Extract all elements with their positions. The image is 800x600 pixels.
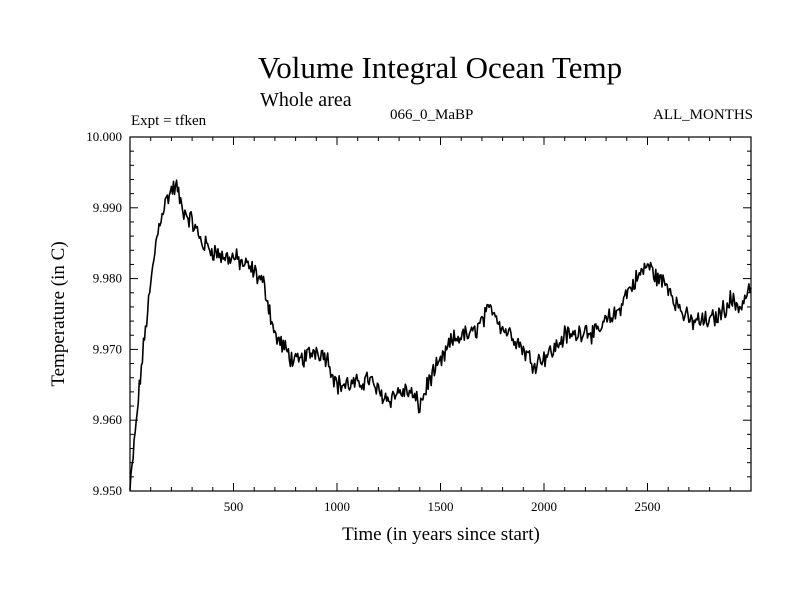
experiment-label: Expt = tfken xyxy=(131,113,207,129)
x-tick-label: 2500 xyxy=(635,499,661,514)
plot-frame xyxy=(129,136,752,492)
x-tick-label: 2000 xyxy=(531,499,557,514)
run-label: 066_0_MaBP xyxy=(390,107,474,123)
x-axis-label: Time (in years since start) xyxy=(342,524,540,545)
y-tick-label: 9.970 xyxy=(93,341,122,356)
y-axis-label: Temperature (in C) xyxy=(48,241,69,386)
y-tick-label: 10.000 xyxy=(86,129,122,144)
y-tick-label: 9.990 xyxy=(93,200,122,215)
series-layer xyxy=(129,179,752,491)
chart-subtitle: Whole area xyxy=(260,89,352,111)
temperature-series-line xyxy=(129,179,752,491)
x-tick-label: 1000 xyxy=(324,499,350,514)
axis-ticks: 500 1000 1500 2000 2500 9.950 9.960 9.970 9.980 9… xyxy=(86,129,751,514)
y-tick-label: 9.980 xyxy=(93,271,122,286)
period-label: ALL_MONTHS xyxy=(653,107,753,123)
x-tick-label: 1500 xyxy=(428,499,454,514)
y-tick-label: 9.950 xyxy=(93,483,122,498)
y-tick-label: 9.960 xyxy=(93,412,122,427)
x-tick-label: 500 xyxy=(224,499,244,514)
chart-title: Volume Integral Ocean Temp xyxy=(257,50,623,85)
